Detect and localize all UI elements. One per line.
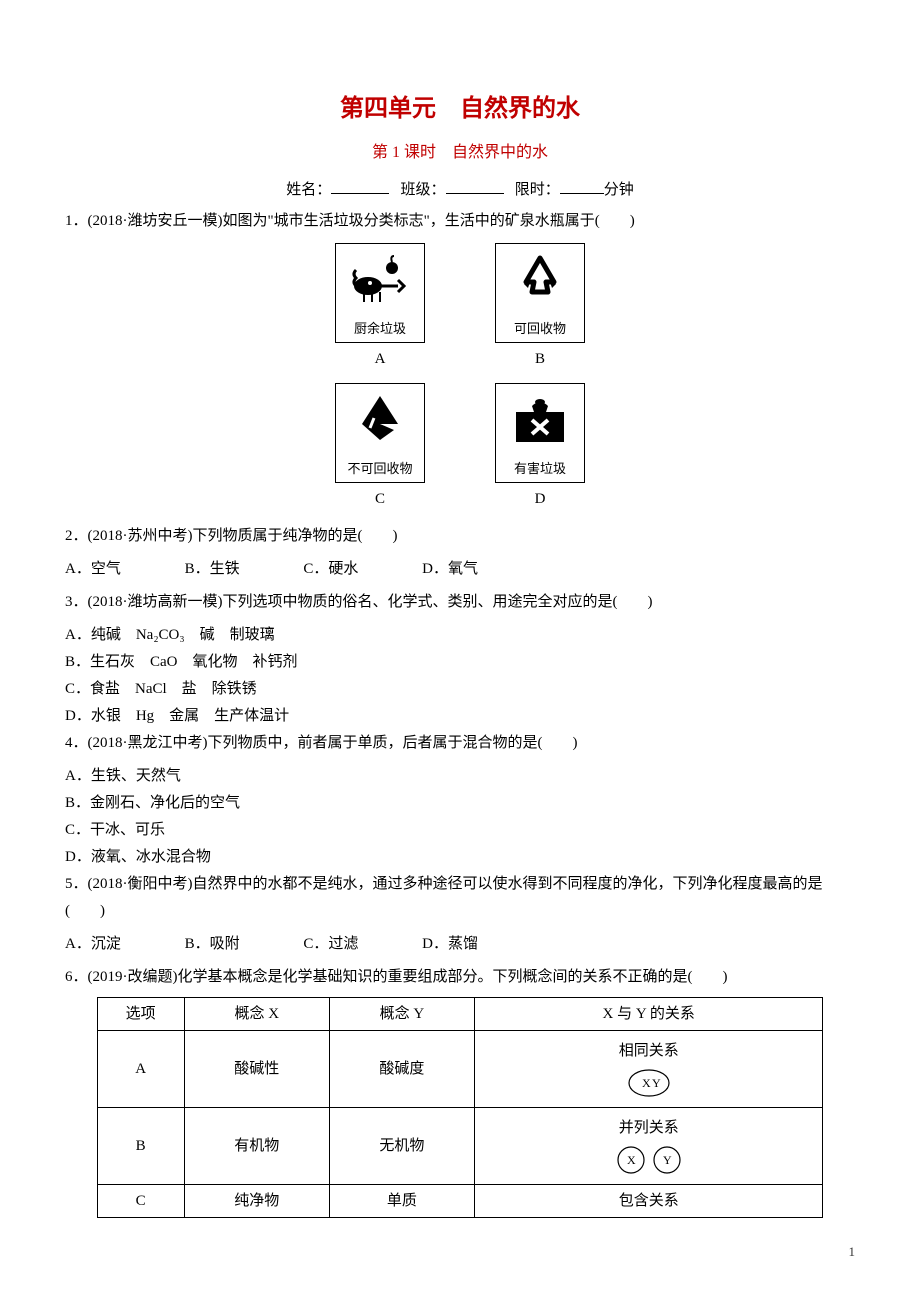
q2-opt-c: C．硬水: [303, 556, 358, 583]
q4-opt-c: C．干冰、可乐: [65, 817, 855, 844]
cell-c-y: 单质: [329, 1184, 474, 1217]
cell-a-y: 酸碱度: [329, 1030, 474, 1107]
nonrecyclable-icon: 不可回收物: [335, 383, 425, 483]
svg-text:Y: Y: [663, 1153, 672, 1167]
q5-opt-d: D．蒸馏: [422, 931, 478, 958]
q1-letter-a: A: [375, 347, 386, 371]
rel-b-label: 并列关系: [619, 1116, 679, 1140]
page-number: 1: [65, 1242, 855, 1263]
hazardous-icon: 有害垃圾: [495, 383, 585, 483]
cell-a-x: 酸碱性: [184, 1030, 329, 1107]
kitchen-waste-icon: 厨余垃圾: [335, 243, 425, 343]
cell-b-rel: 并列关系 X Y: [475, 1107, 823, 1184]
cell-c-opt: C: [97, 1184, 184, 1217]
kitchen-label: 厨余垃圾: [354, 319, 406, 340]
q1-option-b: 可回收物 B: [495, 243, 585, 371]
time-unit: 分钟: [604, 182, 634, 198]
q1-icons-row1: 厨余垃圾 A 可回收物 B: [65, 243, 855, 371]
q3-opt-b: B．生石灰 CaO 氧化物 补钙剂: [65, 649, 855, 676]
q4-opt-a: A．生铁、天然气: [65, 763, 855, 790]
question-2: 2．(2018·苏州中考)下列物质属于纯净物的是( ): [65, 523, 855, 550]
question-1: 1．(2018·潍坊安丘一模)如图为"城市生活垃圾分类标志"，生活中的矿泉水瓶属…: [65, 208, 855, 235]
q1-letter-c: C: [375, 487, 385, 511]
svg-text:X: X: [627, 1153, 636, 1167]
q3-opt-d: D．水银 Hg 金属 生产体温计: [65, 703, 855, 730]
q3-opt-a: A．纯碱 Na₂CO₃ 碱 制玻璃: [65, 622, 855, 649]
cell-a-rel: 相同关系 X Y: [475, 1030, 823, 1107]
q5-opt-c: C．过滤: [303, 931, 358, 958]
th-concept-y: 概念 Y: [329, 997, 474, 1030]
q2-opt-d: D．氧气: [422, 556, 478, 583]
q6-table: 选项 概念 X 概念 Y X 与 Y 的关系 A 酸碱性 酸碱度 相同关系 X …: [97, 997, 824, 1218]
recyclable-label: 可回收物: [514, 319, 566, 340]
time-label: 限时：: [515, 182, 560, 198]
q5-opt-a: A．沉淀: [65, 931, 121, 958]
nonrecycle-icon: [350, 390, 410, 450]
svg-text:Y: Y: [652, 1076, 661, 1090]
q1-option-c: 不可回收物 C: [335, 383, 425, 511]
q2-options: A．空气 B．生铁 C．硬水 D．氧气: [65, 556, 855, 583]
cell-a-opt: A: [97, 1030, 184, 1107]
rel-a-label: 相同关系: [619, 1039, 679, 1063]
th-concept-x: 概念 X: [184, 997, 329, 1030]
q5-opt-b: B．吸附: [185, 931, 240, 958]
cell-b-opt: B: [97, 1107, 184, 1184]
class-blank[interactable]: [446, 193, 504, 194]
question-6: 6．(2019·改编题)化学基本概念是化学基础知识的重要组成部分。下列概念间的关…: [65, 964, 855, 991]
question-4: 4．(2018·黑龙江中考)下列物质中，前者属于单质，后者属于混合物的是( ): [65, 730, 855, 757]
name-blank[interactable]: [331, 193, 389, 194]
cell-c-x: 纯净物: [184, 1184, 329, 1217]
table-header-row: 选项 概念 X 概念 Y X 与 Y 的关系: [97, 997, 823, 1030]
student-info: 姓名： 班级： 限时： 分钟: [65, 178, 855, 202]
table-row-a: A 酸碱性 酸碱度 相同关系 X Y: [97, 1030, 823, 1107]
page-subtitle: 第 1 课时 自然界中的水: [65, 140, 855, 166]
q5-options: A．沉淀 B．吸附 C．过滤 D．蒸馏: [65, 931, 855, 958]
table-row-c: C 纯净物 单质 包含关系: [97, 1184, 823, 1217]
class-label: 班级：: [400, 182, 445, 198]
same-diagram-icon: X Y: [619, 1067, 679, 1099]
q1-letter-b: B: [535, 347, 545, 371]
question-3: 3．(2018·潍坊高新一模)下列选项中物质的俗名、化学式、类别、用途完全对应的…: [65, 589, 855, 616]
recycle-icon: [510, 250, 570, 310]
table-row-b: B 有机物 无机物 并列关系 X Y: [97, 1107, 823, 1184]
page-title: 第四单元 自然界的水: [65, 90, 855, 128]
time-blank[interactable]: [560, 193, 604, 194]
q3-opt-c: C．食盐 NaCl 盐 除铁锈: [65, 676, 855, 703]
question-5: 5．(2018·衡阳中考)自然界中的水都不是纯水，通过多种途径可以使水得到不同程…: [65, 871, 855, 925]
cell-b-x: 有机物: [184, 1107, 329, 1184]
q4-opt-d: D．液氧、冰水混合物: [65, 844, 855, 871]
q1-letter-d: D: [535, 487, 546, 511]
cell-c-rel: 包含关系: [475, 1184, 823, 1217]
q1-option-a: 厨余垃圾 A: [335, 243, 425, 371]
kitchen-icon: [350, 250, 410, 310]
side-diagram-icon: X Y: [611, 1144, 687, 1176]
hazard-icon: [510, 390, 570, 450]
q1-icons-row2: 不可回收物 C 有害垃圾 D: [65, 383, 855, 511]
recyclable-icon: 可回收物: [495, 243, 585, 343]
th-relation: X 与 Y 的关系: [475, 997, 823, 1030]
svg-text:X: X: [642, 1076, 651, 1090]
name-label: 姓名：: [286, 182, 331, 198]
q4-opt-b: B．金刚石、净化后的空气: [65, 790, 855, 817]
q2-opt-b: B．生铁: [185, 556, 240, 583]
cell-b-y: 无机物: [329, 1107, 474, 1184]
q1-option-d: 有害垃圾 D: [495, 383, 585, 511]
hazardous-label: 有害垃圾: [514, 459, 566, 480]
nonrecyclable-label: 不可回收物: [347, 459, 412, 480]
q2-opt-a: A．空气: [65, 556, 121, 583]
th-option: 选项: [97, 997, 184, 1030]
